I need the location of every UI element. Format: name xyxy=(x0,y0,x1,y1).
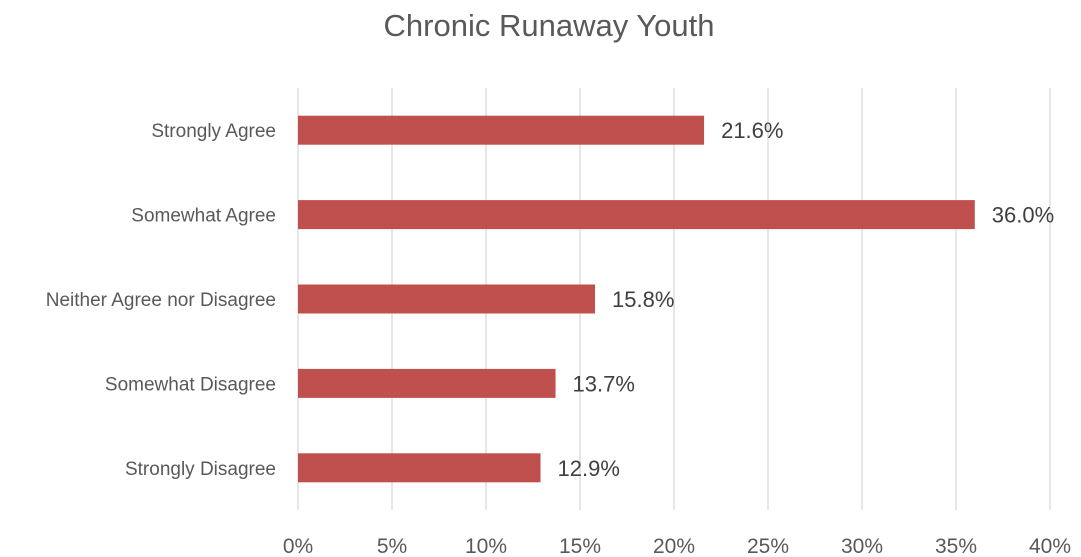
bar xyxy=(298,284,596,314)
x-tick-label: 5% xyxy=(377,535,407,557)
data-label: 15.8% xyxy=(612,287,674,312)
bar xyxy=(298,200,975,230)
bar xyxy=(298,368,556,398)
category-label: Strongly Agree xyxy=(151,121,276,142)
category-label: Neither Agree nor Disagree xyxy=(46,290,276,311)
category-label: Strongly Disagree xyxy=(125,459,276,480)
x-tick-label: 20% xyxy=(653,535,695,557)
data-label: 21.6% xyxy=(721,118,783,143)
x-tick-label: 40% xyxy=(1029,535,1071,557)
category-label: Somewhat Disagree xyxy=(105,374,276,395)
data-label: 36.0% xyxy=(992,203,1054,228)
x-tick-label: 15% xyxy=(559,535,601,557)
x-tick-label: 35% xyxy=(935,535,977,557)
data-label: 13.7% xyxy=(573,371,635,396)
bar xyxy=(298,453,541,483)
category-label: Somewhat Agree xyxy=(131,206,276,227)
x-tick-label: 25% xyxy=(747,535,789,557)
data-label: 12.9% xyxy=(558,456,620,481)
x-tick-label: 10% xyxy=(465,535,507,557)
bar xyxy=(298,115,705,145)
chart-title: Chronic Runaway Youth xyxy=(383,8,715,43)
x-tick-label: 30% xyxy=(841,535,883,557)
x-tick-label: 0% xyxy=(283,535,313,557)
